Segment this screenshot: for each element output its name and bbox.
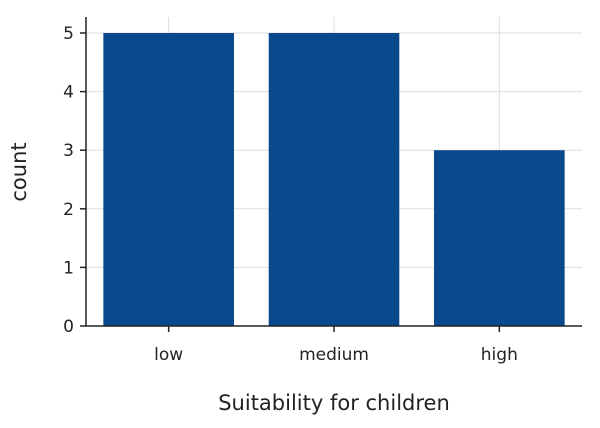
x-tick-label: low — [154, 345, 183, 365]
bar-medium — [268, 33, 400, 326]
x-axis-title: Suitability for children — [218, 391, 450, 415]
x-tick-label: medium — [299, 345, 369, 365]
y-tick-label: 1 — [63, 258, 74, 278]
bar-high — [434, 150, 565, 326]
x-tick-label: high — [481, 345, 518, 365]
bar-low — [103, 33, 234, 326]
y-tick-label: 3 — [63, 141, 74, 161]
y-tick-labels: 0 1 2 3 4 5 — [63, 24, 86, 337]
y-axis-title: count — [7, 142, 31, 201]
y-tick-label: 2 — [63, 200, 74, 220]
y-tick-label: 5 — [63, 24, 74, 44]
bars — [103, 33, 565, 326]
y-tick-label: 4 — [63, 83, 74, 103]
y-tick-label: 0 — [63, 317, 74, 337]
x-tick-labels: low medium high — [154, 326, 518, 365]
